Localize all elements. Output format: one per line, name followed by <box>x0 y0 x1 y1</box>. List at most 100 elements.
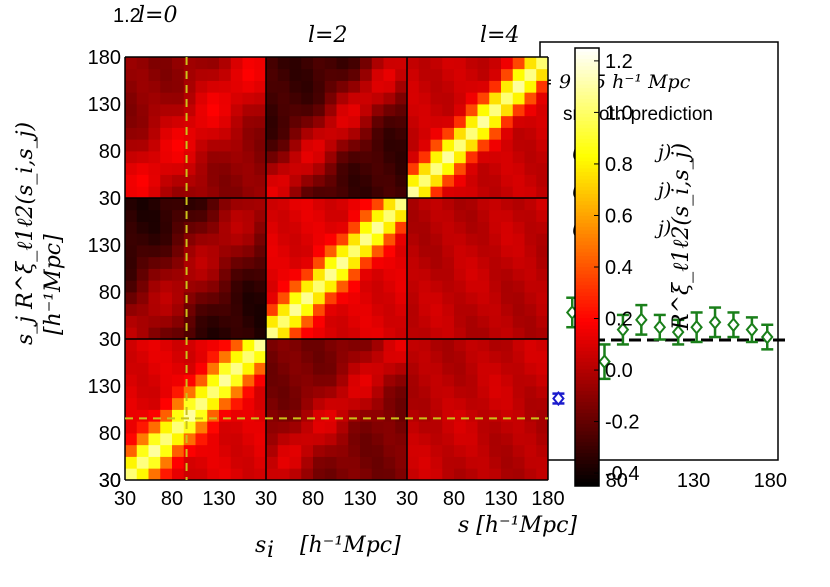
heatmap-cell <box>418 186 431 199</box>
colorbar-segment <box>575 208 599 213</box>
heatmap-cell <box>266 444 279 457</box>
heatmap-cell <box>207 374 220 387</box>
heatmap-cell <box>266 57 279 70</box>
heatmap-cell <box>430 57 443 70</box>
heatmap-cell <box>430 162 443 175</box>
heatmap-cell <box>242 104 255 117</box>
heatmap-cell <box>148 409 161 422</box>
heatmap-cell <box>313 233 326 246</box>
heatmap-cell <box>477 80 490 93</box>
heatmap-cell <box>489 444 502 457</box>
heatmap-cell <box>430 386 443 399</box>
heatmap-cell <box>172 57 185 70</box>
heatmap-cell <box>371 350 384 363</box>
heatmap-cell <box>348 92 361 105</box>
heatmap-cell <box>148 444 161 457</box>
heatmap-cell <box>383 174 396 187</box>
heatmap-cell <box>160 444 173 457</box>
heatmap-cell <box>172 374 185 387</box>
heatmap-cell <box>301 280 314 293</box>
heatmap-cell <box>501 92 514 105</box>
heatmap-cell <box>489 327 502 340</box>
heatmap-cell <box>501 139 514 152</box>
heatmap-cell <box>207 268 220 281</box>
heatmap-cell <box>324 256 337 269</box>
heatmap-cell <box>172 186 185 199</box>
heatmap-cell <box>219 162 232 175</box>
heatmap-cell <box>371 456 384 469</box>
heatmap-cell <box>418 221 431 234</box>
heatmap-cell <box>407 421 420 434</box>
heatmap-cell <box>289 397 302 410</box>
heatmap-cell <box>418 127 431 140</box>
heatmap-cell <box>266 151 279 164</box>
heatmap-cell <box>242 162 255 175</box>
heatmap-cell <box>536 456 549 469</box>
heatmap-cell <box>501 386 514 399</box>
heatmap-cell <box>289 174 302 187</box>
heatmap-cell <box>348 233 361 246</box>
heatmap-cell <box>348 127 361 140</box>
heatmap-cell <box>477 151 490 164</box>
heatmap-cell <box>454 186 467 199</box>
heatmap-cell <box>348 268 361 281</box>
heatmap-cell <box>418 327 431 340</box>
heatmap-cell <box>172 456 185 469</box>
heat-xlabel-i: i <box>267 538 274 563</box>
heatmap-cell <box>148 350 161 363</box>
heatmap-cell <box>160 280 173 293</box>
heatmap-cell <box>383 245 396 258</box>
heatmap-cell <box>348 386 361 399</box>
heatmap-cell <box>360 57 373 70</box>
colorbar-segment <box>575 194 599 199</box>
heatmap-cell <box>313 245 326 258</box>
heatmap-cell <box>348 468 361 481</box>
colorbar-segment <box>575 478 599 483</box>
heatmap-cell <box>336 468 349 481</box>
heatmap-cell <box>207 151 220 164</box>
heatmap-cell <box>289 186 302 199</box>
heatmap-cell <box>242 115 255 128</box>
heatmap-cell <box>489 397 502 410</box>
heatmap-cell <box>148 421 161 434</box>
heatmap-cell <box>172 174 185 187</box>
heatmap-cell <box>348 209 361 222</box>
heatmap-cell <box>301 268 314 281</box>
heatmap-cell <box>395 80 408 93</box>
heatmap-cell <box>418 245 431 258</box>
heatmap-cell <box>430 374 443 387</box>
heatmap-cell <box>195 68 208 81</box>
heatmap-cell <box>313 80 326 93</box>
heatmap-cell <box>383 209 396 222</box>
heatmap-cell <box>465 315 478 328</box>
heatmap-cell <box>477 315 490 328</box>
heatmap-cell <box>277 174 290 187</box>
heatmap-cell <box>219 80 232 93</box>
colorbar-segment <box>575 398 599 403</box>
heatmap-cell <box>289 456 302 469</box>
heatmap-cell <box>536 209 549 222</box>
heatmap-cell <box>230 433 243 446</box>
heatmap-cell <box>254 350 267 363</box>
heatmap-cell <box>477 186 490 199</box>
colorbar-segment <box>575 153 599 158</box>
heatmap-cell <box>336 350 349 363</box>
heatmap-cell <box>289 350 302 363</box>
heatmap-cell <box>313 127 326 140</box>
heatmap-cell <box>207 327 220 340</box>
heatmap-cell <box>148 256 161 269</box>
heatmap-cell <box>301 92 314 105</box>
heatmap-cell <box>195 433 208 446</box>
heatmap-cell <box>219 221 232 234</box>
heatmap-cell <box>313 57 326 70</box>
heatmap-cell <box>148 339 161 352</box>
heatmap-cell <box>148 151 161 164</box>
heatmap-cell <box>348 444 361 457</box>
heatmap-cell <box>277 327 290 340</box>
heatmap-cell <box>195 444 208 457</box>
heatmap-cell <box>277 386 290 399</box>
heatmap-cell <box>348 350 361 363</box>
heatmap-cell <box>454 68 467 81</box>
heat-x-tick: 80 <box>443 488 465 510</box>
heatmap-cell <box>160 339 173 352</box>
